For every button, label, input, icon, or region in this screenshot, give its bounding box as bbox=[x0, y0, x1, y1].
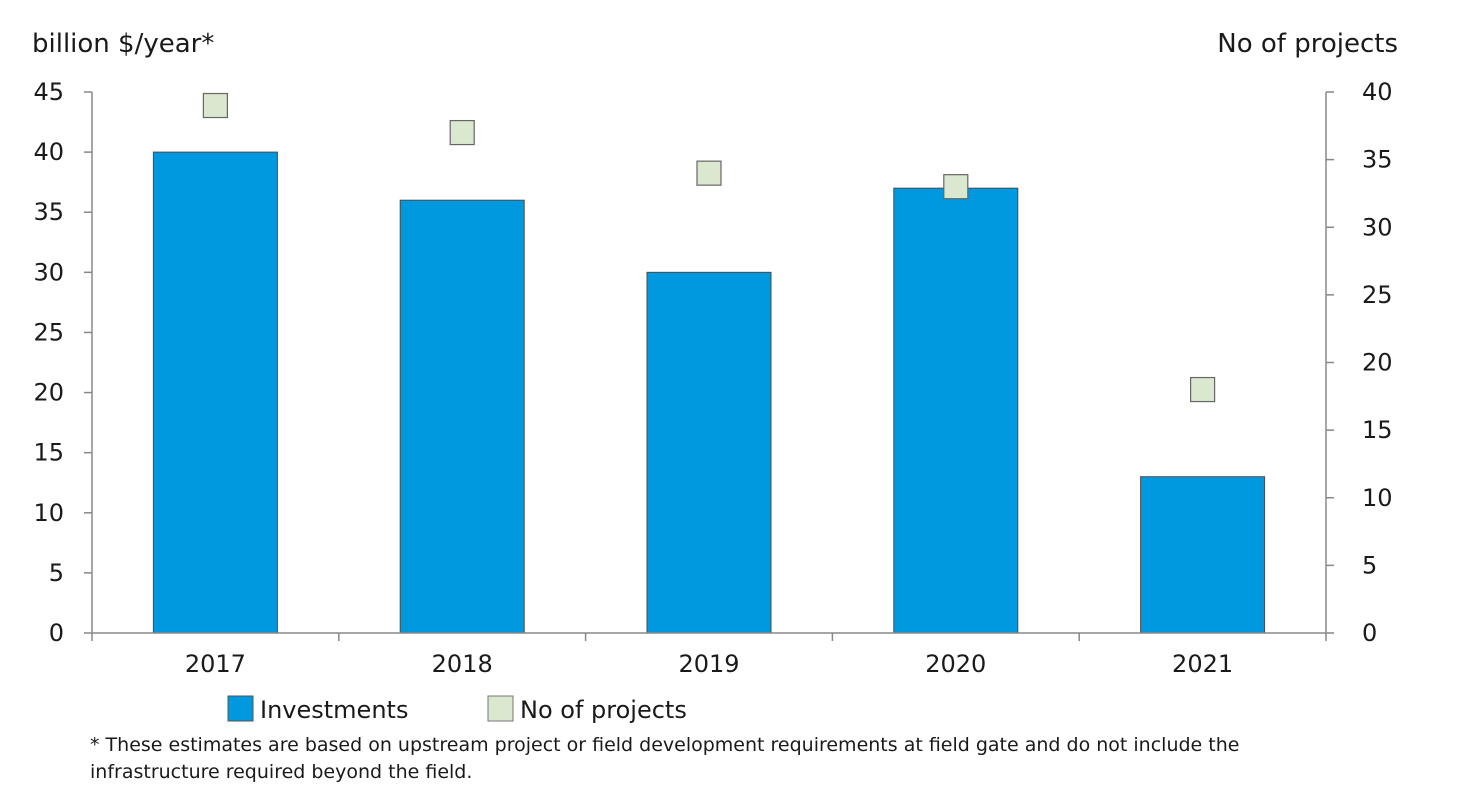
x-tick-label: 2018 bbox=[432, 650, 493, 678]
footnote-line-2: infrastructure required beyond the field… bbox=[90, 761, 472, 783]
left-tick-label: 40 bbox=[33, 138, 64, 166]
x-tick-label: 2019 bbox=[678, 650, 739, 678]
marker-series bbox=[202, 92, 1216, 403]
marker-projects-2020 bbox=[943, 174, 969, 200]
legend-label-projects: No of projects bbox=[520, 696, 687, 724]
right-tick-label: 25 bbox=[1362, 281, 1393, 309]
left-tick-label: 5 bbox=[49, 559, 64, 587]
right-tick-label: 20 bbox=[1362, 349, 1393, 377]
left-axis-ticks: 0 5 10 15 20 25 30 35 40 45 bbox=[33, 78, 92, 647]
right-tick-label: 30 bbox=[1362, 213, 1393, 241]
x-tick-label: 2017 bbox=[185, 650, 246, 678]
footnote-line-1: * These estimates are based on upstream … bbox=[90, 734, 1239, 756]
left-tick-label: 45 bbox=[33, 78, 64, 106]
legend-swatch-investments bbox=[227, 695, 254, 722]
legend-label-investments: Investments bbox=[260, 696, 408, 724]
legend-swatch-projects bbox=[487, 695, 514, 722]
right-tick-label: 15 bbox=[1362, 416, 1393, 444]
x-tick-label: 2020 bbox=[925, 650, 986, 678]
bar-series bbox=[152, 151, 1266, 634]
x-tick-label: 2021 bbox=[1172, 650, 1233, 678]
right-tick-label: 10 bbox=[1362, 484, 1393, 512]
marker-projects-2019 bbox=[696, 160, 722, 186]
marker-projects-2021 bbox=[1189, 376, 1216, 403]
bar-investments-2021 bbox=[1140, 476, 1266, 634]
marker-projects-2018 bbox=[449, 119, 475, 146]
bar-investments-2020 bbox=[893, 187, 1019, 634]
right-tick-label: 0 bbox=[1362, 619, 1377, 647]
right-tick-label: 35 bbox=[1362, 146, 1393, 174]
bar-investments-2017 bbox=[152, 151, 278, 634]
bar-investments-2019 bbox=[646, 271, 772, 634]
left-tick-label: 10 bbox=[33, 499, 64, 527]
left-tick-label: 35 bbox=[33, 198, 64, 226]
right-axis-ticks: 0 5 10 15 20 25 30 35 40 bbox=[1326, 78, 1393, 647]
left-tick-label: 20 bbox=[33, 379, 64, 407]
legend: Investments No of projects bbox=[227, 695, 687, 724]
left-tick-label: 0 bbox=[49, 619, 64, 647]
y-axis-title-left: billion $/year* bbox=[32, 29, 214, 59]
right-tick-label: 40 bbox=[1362, 78, 1393, 106]
left-tick-label: 25 bbox=[33, 318, 64, 346]
right-tick-label: 5 bbox=[1362, 551, 1377, 579]
x-axis-ticks bbox=[91, 633, 1327, 641]
marker-projects-2017 bbox=[202, 92, 228, 119]
y-axis-title-right: No of projects bbox=[1217, 29, 1398, 59]
x-axis-labels: 2017 2018 2019 2020 2021 bbox=[185, 650, 1233, 678]
left-tick-label: 15 bbox=[33, 439, 64, 467]
bar-investments-2018 bbox=[399, 199, 525, 634]
left-tick-label: 30 bbox=[33, 258, 64, 286]
